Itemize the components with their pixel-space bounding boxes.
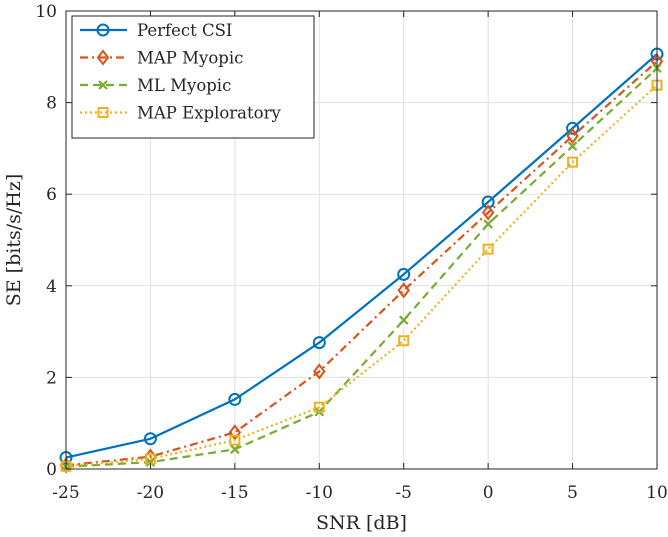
data-point-map-exploratory <box>482 243 494 255</box>
data-point-map-exploratory <box>567 156 579 168</box>
x-axis-label: SNR [dB] <box>316 512 407 534</box>
legend-marker-ml-myopic <box>98 80 108 90</box>
tick-labels: -25 -20 -15 -10 -5 0 5 10 0 2 4 6 8 10 <box>35 2 667 503</box>
y-tick-label: 0 <box>46 460 57 480</box>
data-point-map-exploratory <box>229 434 241 446</box>
legend-label-map-myopic: MAP Myopic <box>137 49 243 68</box>
data-point-ml-myopic <box>145 457 156 467</box>
legend-marker-perfect-csi <box>96 23 110 37</box>
data-point-ml-myopic <box>398 315 409 325</box>
data-point-map-myopic <box>313 363 326 380</box>
legend-marker-map-exploratory <box>97 107 109 118</box>
data-point-map-exploratory <box>398 335 410 347</box>
legend-box <box>71 15 315 139</box>
legend-item-map-myopic: MAP Myopic <box>80 49 243 68</box>
data-point-map-myopic <box>397 282 410 299</box>
data-point-map-myopic <box>481 204 495 221</box>
data-point-ml-myopic <box>567 141 578 151</box>
data-point-perfect-csi <box>228 392 242 406</box>
data-point-map-myopic <box>566 127 579 145</box>
x-tick-label: -10 <box>306 483 333 503</box>
legend-item-map-exploratory: MAP Exploratory <box>80 104 281 123</box>
legend-marker-map-myopic <box>96 49 110 66</box>
legend: Perfect CSI MAP Myopic ML Myopic MAP Explor… <box>71 15 315 139</box>
legend-label-perfect-csi: Perfect CSI <box>137 21 232 40</box>
data-point-perfect-csi <box>566 121 580 135</box>
series-line-perfect-csi <box>65 53 658 459</box>
x-tick-label: 10 <box>646 483 668 503</box>
series-line-ml-myopic <box>65 67 658 468</box>
y-tick-label: 4 <box>46 277 57 297</box>
data-point-map-exploratory <box>313 401 325 413</box>
x-tick-label: -15 <box>221 483 248 503</box>
legend-label-map-exploratory: MAP Exploratory <box>137 104 281 123</box>
axis-ticks <box>65 10 658 470</box>
x-tick-label: -5 <box>395 483 412 503</box>
data-point-perfect-csi <box>143 432 157 446</box>
legend-item-ml-myopic: ML Myopic <box>80 76 231 95</box>
legend-item-perfect-csi: Perfect CSI <box>80 21 232 40</box>
x-tick-label: 0 <box>483 483 494 503</box>
y-tick-label: 2 <box>46 368 57 388</box>
x-tick-label: -25 <box>52 483 79 503</box>
series-line-map-exploratory <box>65 84 658 468</box>
y-tick-label: 8 <box>46 94 57 114</box>
y-tick-label: 10 <box>35 2 57 22</box>
x-tick-label: -20 <box>137 483 164 503</box>
data-point-ml-myopic <box>483 219 493 229</box>
legend-label-ml-myopic: ML Myopic <box>137 76 231 95</box>
y-tick-label: 6 <box>46 185 57 205</box>
series-perfect-csi <box>59 47 664 465</box>
data-point-ml-myopic <box>230 444 240 455</box>
data-point-perfect-csi <box>312 336 326 350</box>
data-point-map-myopic <box>228 424 242 441</box>
x-tick-label: 5 <box>567 483 578 503</box>
axes-box <box>65 10 658 470</box>
series-map-exploratory <box>60 79 663 472</box>
y-axis-label: SE [bits/s/Hz] <box>3 174 25 307</box>
data-point-perfect-csi <box>397 267 411 281</box>
